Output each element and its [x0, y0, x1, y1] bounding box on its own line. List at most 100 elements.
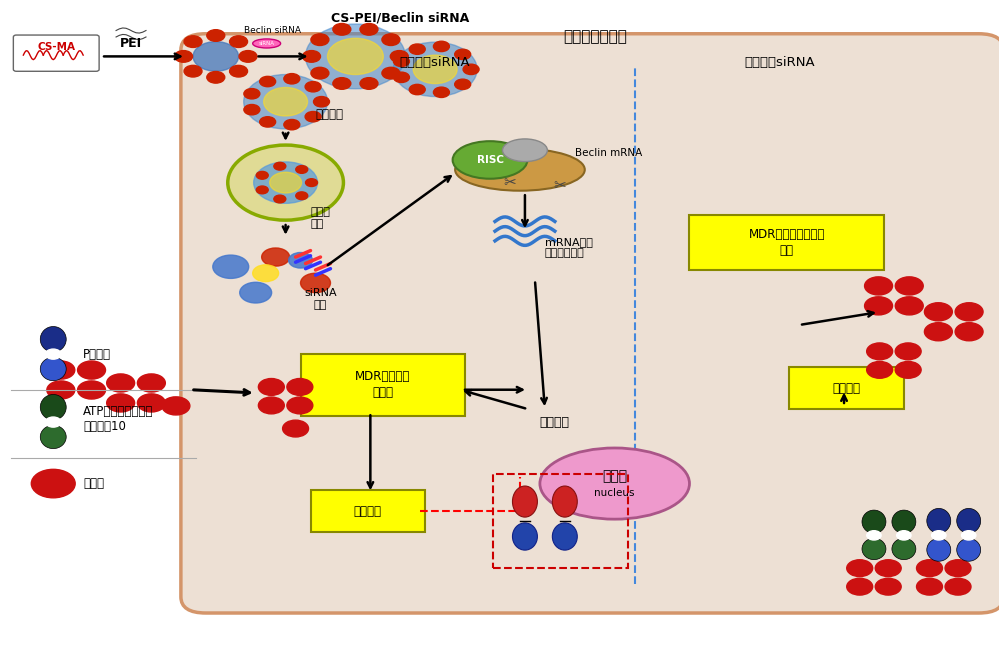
Circle shape [240, 282, 272, 303]
Ellipse shape [892, 510, 916, 534]
Circle shape [264, 88, 308, 116]
Text: ✂: ✂ [553, 178, 566, 193]
Text: 細胞死亡: 細胞死亡 [354, 504, 382, 517]
Text: 紫杉醇: 紫杉醇 [83, 477, 104, 490]
Circle shape [306, 24, 405, 89]
Circle shape [314, 97, 329, 107]
Text: ✂: ✂ [504, 175, 516, 190]
Circle shape [867, 361, 893, 378]
Circle shape [895, 297, 923, 315]
Circle shape [413, 55, 457, 84]
Ellipse shape [40, 358, 66, 381]
Circle shape [455, 79, 471, 90]
Circle shape [289, 252, 313, 268]
FancyBboxPatch shape [13, 35, 99, 72]
Circle shape [945, 578, 971, 595]
Circle shape [258, 378, 284, 395]
FancyBboxPatch shape [311, 490, 425, 532]
Ellipse shape [957, 538, 981, 561]
Circle shape [137, 394, 165, 412]
Circle shape [382, 68, 400, 79]
Text: CS-PEI/Beclin siRNA: CS-PEI/Beclin siRNA [331, 11, 469, 24]
Circle shape [409, 84, 425, 95]
Ellipse shape [40, 395, 66, 420]
Circle shape [867, 343, 893, 359]
Text: nucleus: nucleus [594, 488, 635, 499]
Circle shape [847, 578, 873, 595]
Circle shape [301, 273, 330, 292]
Ellipse shape [552, 486, 577, 517]
Text: 細胞核: 細胞核 [602, 469, 627, 483]
Text: P醣蛋白: P醣蛋白 [83, 348, 111, 361]
Circle shape [932, 530, 946, 540]
Circle shape [895, 361, 921, 378]
Circle shape [244, 105, 260, 115]
Text: PEI: PEI [120, 37, 142, 50]
Circle shape [137, 374, 165, 392]
Circle shape [45, 417, 61, 427]
Circle shape [284, 73, 300, 84]
Circle shape [45, 349, 61, 359]
Ellipse shape [862, 510, 886, 534]
Circle shape [283, 420, 309, 437]
Circle shape [393, 72, 409, 83]
Ellipse shape [512, 486, 537, 517]
Circle shape [284, 120, 300, 130]
Ellipse shape [512, 523, 537, 550]
Ellipse shape [502, 139, 547, 162]
Text: MDR相調蛋白
的抑制: MDR相調蛋白 的抑制 [355, 370, 411, 399]
Circle shape [409, 44, 425, 55]
Circle shape [917, 578, 942, 595]
Circle shape [107, 374, 135, 392]
Text: ATP結合轉運蛋白超
家族成員10: ATP結合轉運蛋白超 家族成員10 [83, 405, 154, 433]
Circle shape [207, 30, 225, 42]
FancyBboxPatch shape [301, 354, 465, 415]
Ellipse shape [862, 538, 886, 560]
Circle shape [239, 51, 257, 62]
Circle shape [270, 172, 302, 193]
Circle shape [847, 560, 873, 577]
Ellipse shape [40, 326, 66, 352]
Circle shape [296, 192, 308, 200]
Circle shape [258, 397, 284, 414]
Circle shape [162, 397, 190, 415]
Circle shape [230, 66, 248, 77]
Circle shape [865, 277, 893, 295]
Circle shape [230, 36, 248, 47]
Circle shape [193, 42, 239, 71]
Circle shape [433, 87, 449, 98]
Circle shape [333, 77, 351, 89]
Circle shape [305, 81, 321, 92]
Text: 胞飲作用: 胞飲作用 [316, 108, 344, 121]
Circle shape [865, 297, 893, 315]
Circle shape [360, 23, 378, 35]
Circle shape [244, 75, 327, 129]
Text: 有預處理siRNA: 有預處理siRNA [400, 57, 470, 70]
Circle shape [184, 36, 202, 47]
Circle shape [382, 34, 400, 46]
Circle shape [917, 560, 942, 577]
Circle shape [274, 162, 286, 170]
Circle shape [296, 166, 308, 174]
Ellipse shape [927, 508, 951, 533]
Circle shape [463, 64, 479, 75]
Ellipse shape [892, 538, 916, 560]
Circle shape [244, 88, 260, 99]
Circle shape [955, 322, 983, 341]
Circle shape [287, 397, 313, 414]
Text: 細胞存活: 細胞存活 [833, 382, 861, 395]
Circle shape [47, 381, 75, 399]
Circle shape [455, 49, 471, 60]
Circle shape [305, 112, 321, 122]
Text: mRNA剪切
抑制基因表現: mRNA剪切 抑制基因表現 [545, 237, 593, 258]
Circle shape [867, 530, 881, 540]
Text: CS-MA: CS-MA [37, 42, 75, 52]
Text: Beclin siRNA: Beclin siRNA [244, 26, 301, 35]
Text: 無預處理siRNA: 無預處理siRNA [744, 57, 815, 70]
Text: Beclin mRNA: Beclin mRNA [575, 148, 642, 159]
Circle shape [924, 303, 952, 321]
Circle shape [327, 38, 383, 75]
Circle shape [895, 343, 921, 359]
FancyBboxPatch shape [789, 367, 904, 409]
Circle shape [955, 303, 983, 321]
